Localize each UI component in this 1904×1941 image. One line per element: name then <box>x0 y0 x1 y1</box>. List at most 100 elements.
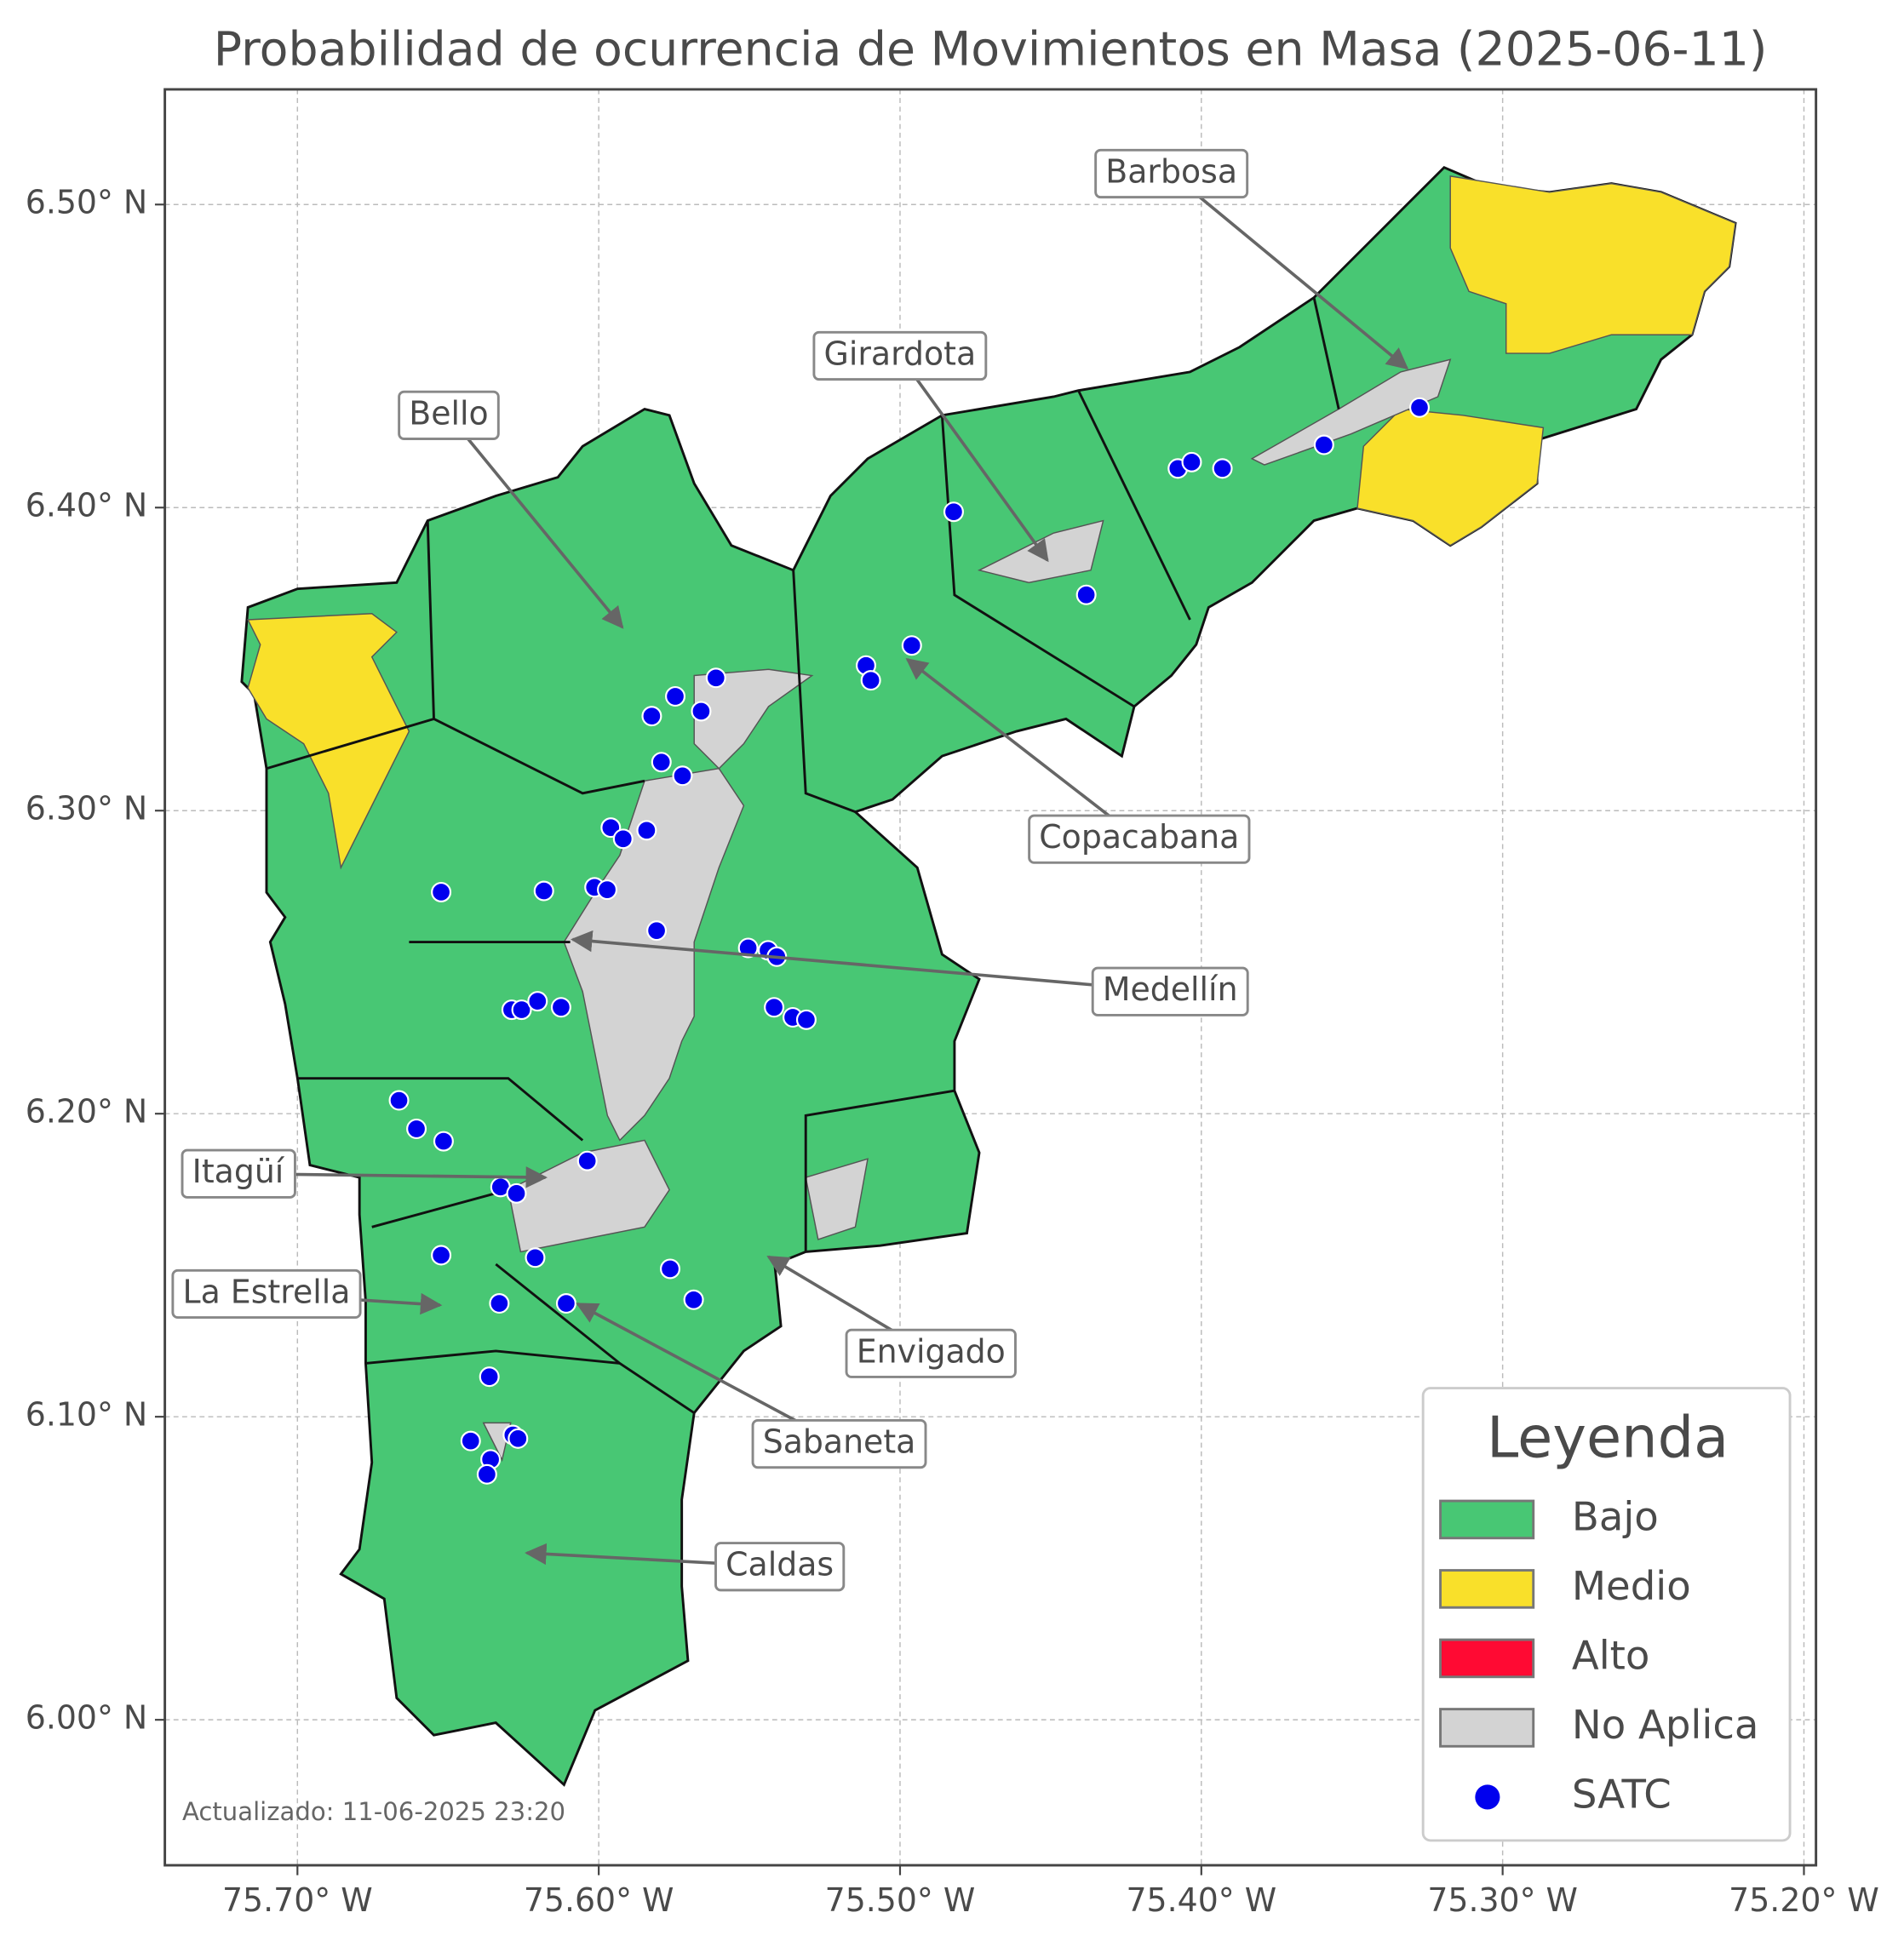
satc-point <box>1181 451 1202 472</box>
annotation-label: Bello <box>409 394 488 432</box>
satc-points <box>388 397 1431 1485</box>
satc-point <box>550 997 571 1018</box>
municipal-boundary <box>371 1188 509 1228</box>
x-tick-label: 75.30° W <box>1427 1881 1578 1919</box>
satc-point <box>860 670 881 691</box>
region-medio <box>1449 175 1736 354</box>
satc-point <box>406 1118 427 1140</box>
legend-swatch <box>1439 1638 1535 1679</box>
satc-point <box>705 667 726 689</box>
x-tick-label: 75.40° W <box>1126 1881 1276 1919</box>
annotation-label: Girardota <box>824 335 977 372</box>
x-tick-label: 75.20° W <box>1729 1881 1879 1919</box>
municipal-boundary <box>1312 297 1340 409</box>
satc-point <box>433 1131 454 1152</box>
satc-point <box>476 1463 497 1485</box>
municipal-boundary <box>297 1077 584 1142</box>
annotation-arrow <box>905 658 1140 841</box>
satc-point <box>737 937 759 959</box>
satc-point <box>795 1009 817 1030</box>
satc-point <box>1313 434 1334 455</box>
annotation: Bello <box>398 390 500 440</box>
annotation-label: Caldas <box>725 1546 834 1583</box>
y-tick-label: 6.10° N <box>26 1396 147 1434</box>
satc-point <box>683 1289 704 1310</box>
legend: Leyenda Bajo Medio Alto No Aplica SATC <box>1421 1387 1792 1842</box>
annotation-label: Barbosa <box>1105 152 1237 190</box>
satc-point <box>691 701 712 722</box>
satc-point <box>489 1293 510 1314</box>
annotation-box <box>845 1328 1017 1378</box>
satc-point <box>764 997 785 1018</box>
legend-label: SATC <box>1572 1771 1672 1817</box>
map-title: Probabilidad de ocurrencia de Movimiento… <box>214 22 1768 77</box>
satc-point <box>636 820 657 841</box>
annotation-label: Envigado <box>857 1332 1006 1370</box>
region-no-aplica <box>693 668 814 770</box>
legend-swatch <box>1439 1499 1535 1540</box>
satc-point <box>665 686 686 707</box>
legend-title: Leyenda <box>1487 1405 1729 1471</box>
satc-point <box>943 501 964 523</box>
annotation-label: Medellín <box>1103 970 1238 1008</box>
annotation-box <box>812 330 988 381</box>
satc-point <box>527 991 548 1012</box>
satc-point <box>508 1428 529 1449</box>
region-no-aplica <box>805 1158 869 1240</box>
annotation-box <box>181 1148 296 1199</box>
annotation-box <box>1094 148 1249 199</box>
municipal-boundary <box>365 1349 621 1365</box>
legend-label: Medio <box>1572 1563 1691 1609</box>
annotation: Sabaneta <box>751 1418 927 1469</box>
satc-point <box>431 1245 452 1266</box>
annotation: Envigado <box>845 1328 1017 1378</box>
satc-point <box>479 1366 500 1388</box>
region-medio <box>1356 408 1545 547</box>
municipal-boundary <box>940 415 1135 708</box>
satc-point <box>431 881 452 902</box>
annotation-box <box>714 1542 846 1592</box>
annotation-box <box>1028 814 1251 864</box>
x-tick-label: 75.60° W <box>524 1881 674 1919</box>
satc-point <box>533 880 554 902</box>
annotations: Barbosa Girardota Bello Copacabana Medellín I… <box>171 148 1409 1592</box>
legend-label: No Aplica <box>1572 1702 1759 1748</box>
y-tick-label: 6.00° N <box>26 1699 147 1737</box>
satc-point <box>672 765 693 787</box>
annotation-arrow <box>1170 172 1409 370</box>
x-tick-label: 75.50° W <box>825 1881 976 1919</box>
satc-point <box>460 1430 481 1451</box>
satc-point <box>388 1090 410 1111</box>
annotation-arrow <box>571 930 1171 993</box>
region-medio <box>246 613 410 870</box>
annotation-arrow <box>447 414 624 629</box>
annotation-box <box>751 1418 927 1469</box>
legend-swatch <box>1439 1708 1535 1748</box>
satc-point <box>1075 584 1097 605</box>
region-no-aplica <box>563 767 745 1142</box>
legend-marker <box>1475 1784 1500 1810</box>
satc-point <box>511 999 532 1021</box>
annotation: Itagüí <box>181 1148 296 1199</box>
satc-point <box>576 1150 598 1171</box>
annotation: Girardota <box>812 330 988 381</box>
municipal-boundary <box>1077 390 1191 621</box>
x-tick-label: 75.70° W <box>222 1881 373 1919</box>
municipal-boundary <box>804 1089 955 1252</box>
y-tick-label: 6.30° N <box>26 790 147 827</box>
annotation: Copacabana <box>1028 814 1251 864</box>
plot-frame <box>163 88 1818 1867</box>
satc-point <box>641 706 662 727</box>
annotation-box <box>398 390 500 440</box>
satc-point <box>646 920 668 942</box>
satc-point <box>555 1293 576 1314</box>
annotation: Medellín <box>1091 966 1249 1016</box>
regions <box>240 165 1737 1787</box>
legend-label: Alto <box>1572 1632 1650 1678</box>
legend-label: Bajo <box>1572 1493 1659 1539</box>
satc-point <box>1408 397 1431 418</box>
y-tick-label: 6.50° N <box>26 184 147 221</box>
annotation-arrow <box>898 354 1049 563</box>
satc-point <box>525 1247 546 1268</box>
